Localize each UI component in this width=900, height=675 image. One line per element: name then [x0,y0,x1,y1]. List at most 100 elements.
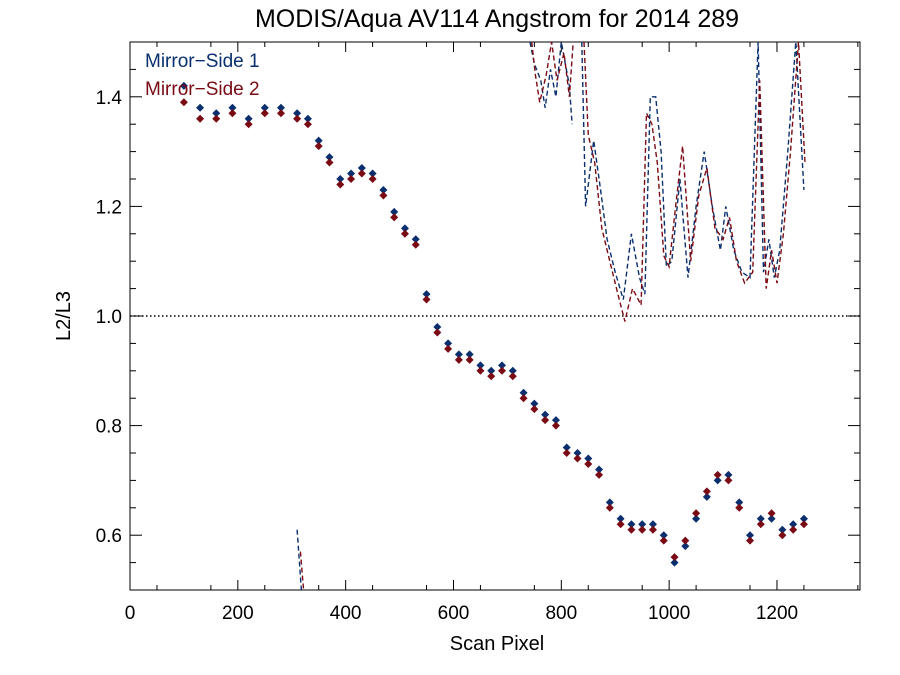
x-tick-label: 0 [125,603,136,624]
y-tick-label: 0.8 [96,417,122,438]
data-point-ms1 [244,114,253,123]
data-point-ms1 [508,366,517,375]
data-point-ms1 [336,175,345,183]
data-point-ms1 [422,290,431,299]
y-tick-labels: 0.6 0.8 1.0 1.2 1.4 [96,88,123,547]
x-tick-label: 200 [222,603,254,624]
data-point-ms2 [746,536,755,545]
legend-item-ms1: Mirror−Side 1 [145,51,260,72]
data-point-ms2 [303,120,312,129]
data-point-ms1 [648,520,657,529]
data-point-ms2 [379,191,388,200]
data-point-ms2 [347,175,356,183]
x-tick-label: 400 [330,603,362,624]
data-point-ms1 [519,388,528,397]
data-point-ms1 [692,514,701,523]
data-point-ms2 [314,142,323,151]
x-tick-label: 1000 [648,603,690,624]
data-point-ms2 [293,114,302,123]
data-point-ms1 [670,558,679,567]
data-point-ms1 [778,525,787,534]
data-point-ms1 [368,169,377,178]
data-point-ms1 [260,103,269,112]
data-point-ms2 [422,295,431,304]
data-point-ms2 [541,416,550,425]
x-tick-label: 1200 [756,603,798,624]
x-tick-labels: 0 200 400 600 800 1000 1200 [125,603,798,624]
data-point-ms1 [476,361,485,370]
data-point-ms2 [789,525,798,534]
data-point-ms2 [692,509,701,518]
y-tick-label: 0.6 [96,526,122,547]
data-point-ms1 [357,164,366,173]
data-point-ms1 [767,514,776,523]
y-tick-label: 1.4 [96,88,123,109]
data-point-ms1 [212,109,221,118]
data-point-ms1 [411,235,420,244]
legend-item-ms2: Mirror−Side 2 [145,79,260,100]
data-point-ms1 [724,470,733,479]
data-point-ms2 [357,169,366,178]
data-point-ms1 [756,514,765,523]
data-point-ms1 [433,322,442,331]
data-point-ms2 [735,503,744,512]
x-tick-label: 800 [545,603,577,624]
data-point-ms2 [530,405,539,414]
data-point-ms2 [400,229,409,238]
data-point-ms1 [616,514,625,523]
data-point-ms1 [681,542,690,551]
data-point-ms1 [638,520,647,529]
data-point-ms2 [584,459,593,468]
data-point-ms1 [541,410,550,419]
data-point-ms2 [670,553,679,562]
data-point-ms1 [605,498,614,507]
dashed-line-ms2 [583,41,806,322]
data-point-ms1 [735,498,744,507]
data-point-ms2 [551,421,560,430]
data-point-ms2 [562,449,571,457]
data-point-ms2 [228,109,237,118]
data-point-ms1 [573,449,582,457]
data-point-ms2 [616,520,625,529]
data-point-ms2 [767,509,776,518]
data-point-ms1 [179,81,188,90]
data-point-ms1 [498,361,507,370]
data-point-ms1 [551,416,560,425]
data-point-ms1 [584,454,593,463]
data-point-ms2 [368,175,377,183]
data-point-ms2 [390,213,399,222]
data-point-ms2 [724,476,733,485]
data-point-ms1 [276,103,285,112]
data-point-ms2 [454,355,463,364]
data-point-ms2 [476,366,485,375]
data-point-ms1 [702,492,711,501]
dashed-line-ms2 [299,551,305,591]
y-tick-label: 1.0 [96,307,122,328]
data-point-ms2 [260,109,269,118]
data-point-ms1 [487,366,496,375]
dashed-line-ms1 [581,41,805,300]
dashed-lines-layer [296,41,806,591]
data-point-ms1 [325,153,334,162]
data-point-ms2 [244,120,253,129]
x-tick-label: 600 [438,603,470,624]
dashed-line-ms2 [531,41,574,103]
data-point-ms2 [508,372,517,381]
data-point-ms2 [595,470,604,479]
data-point-ms1 [799,514,808,523]
dashed-line-ms1 [529,41,573,125]
data-point-ms2 [444,344,453,353]
data-point-ms1 [314,136,323,145]
data-point-ms2 [713,470,722,479]
data-point-ms1 [789,520,798,529]
data-point-ms1 [379,185,388,194]
data-point-ms1 [562,443,571,452]
scatter-points-layer [179,81,808,567]
data-point-ms2 [702,487,711,496]
data-point-ms1 [293,109,302,118]
data-point-ms2 [638,525,647,534]
data-point-ms1 [713,476,722,485]
data-point-ms2 [648,525,657,534]
data-point-ms2 [605,503,614,512]
